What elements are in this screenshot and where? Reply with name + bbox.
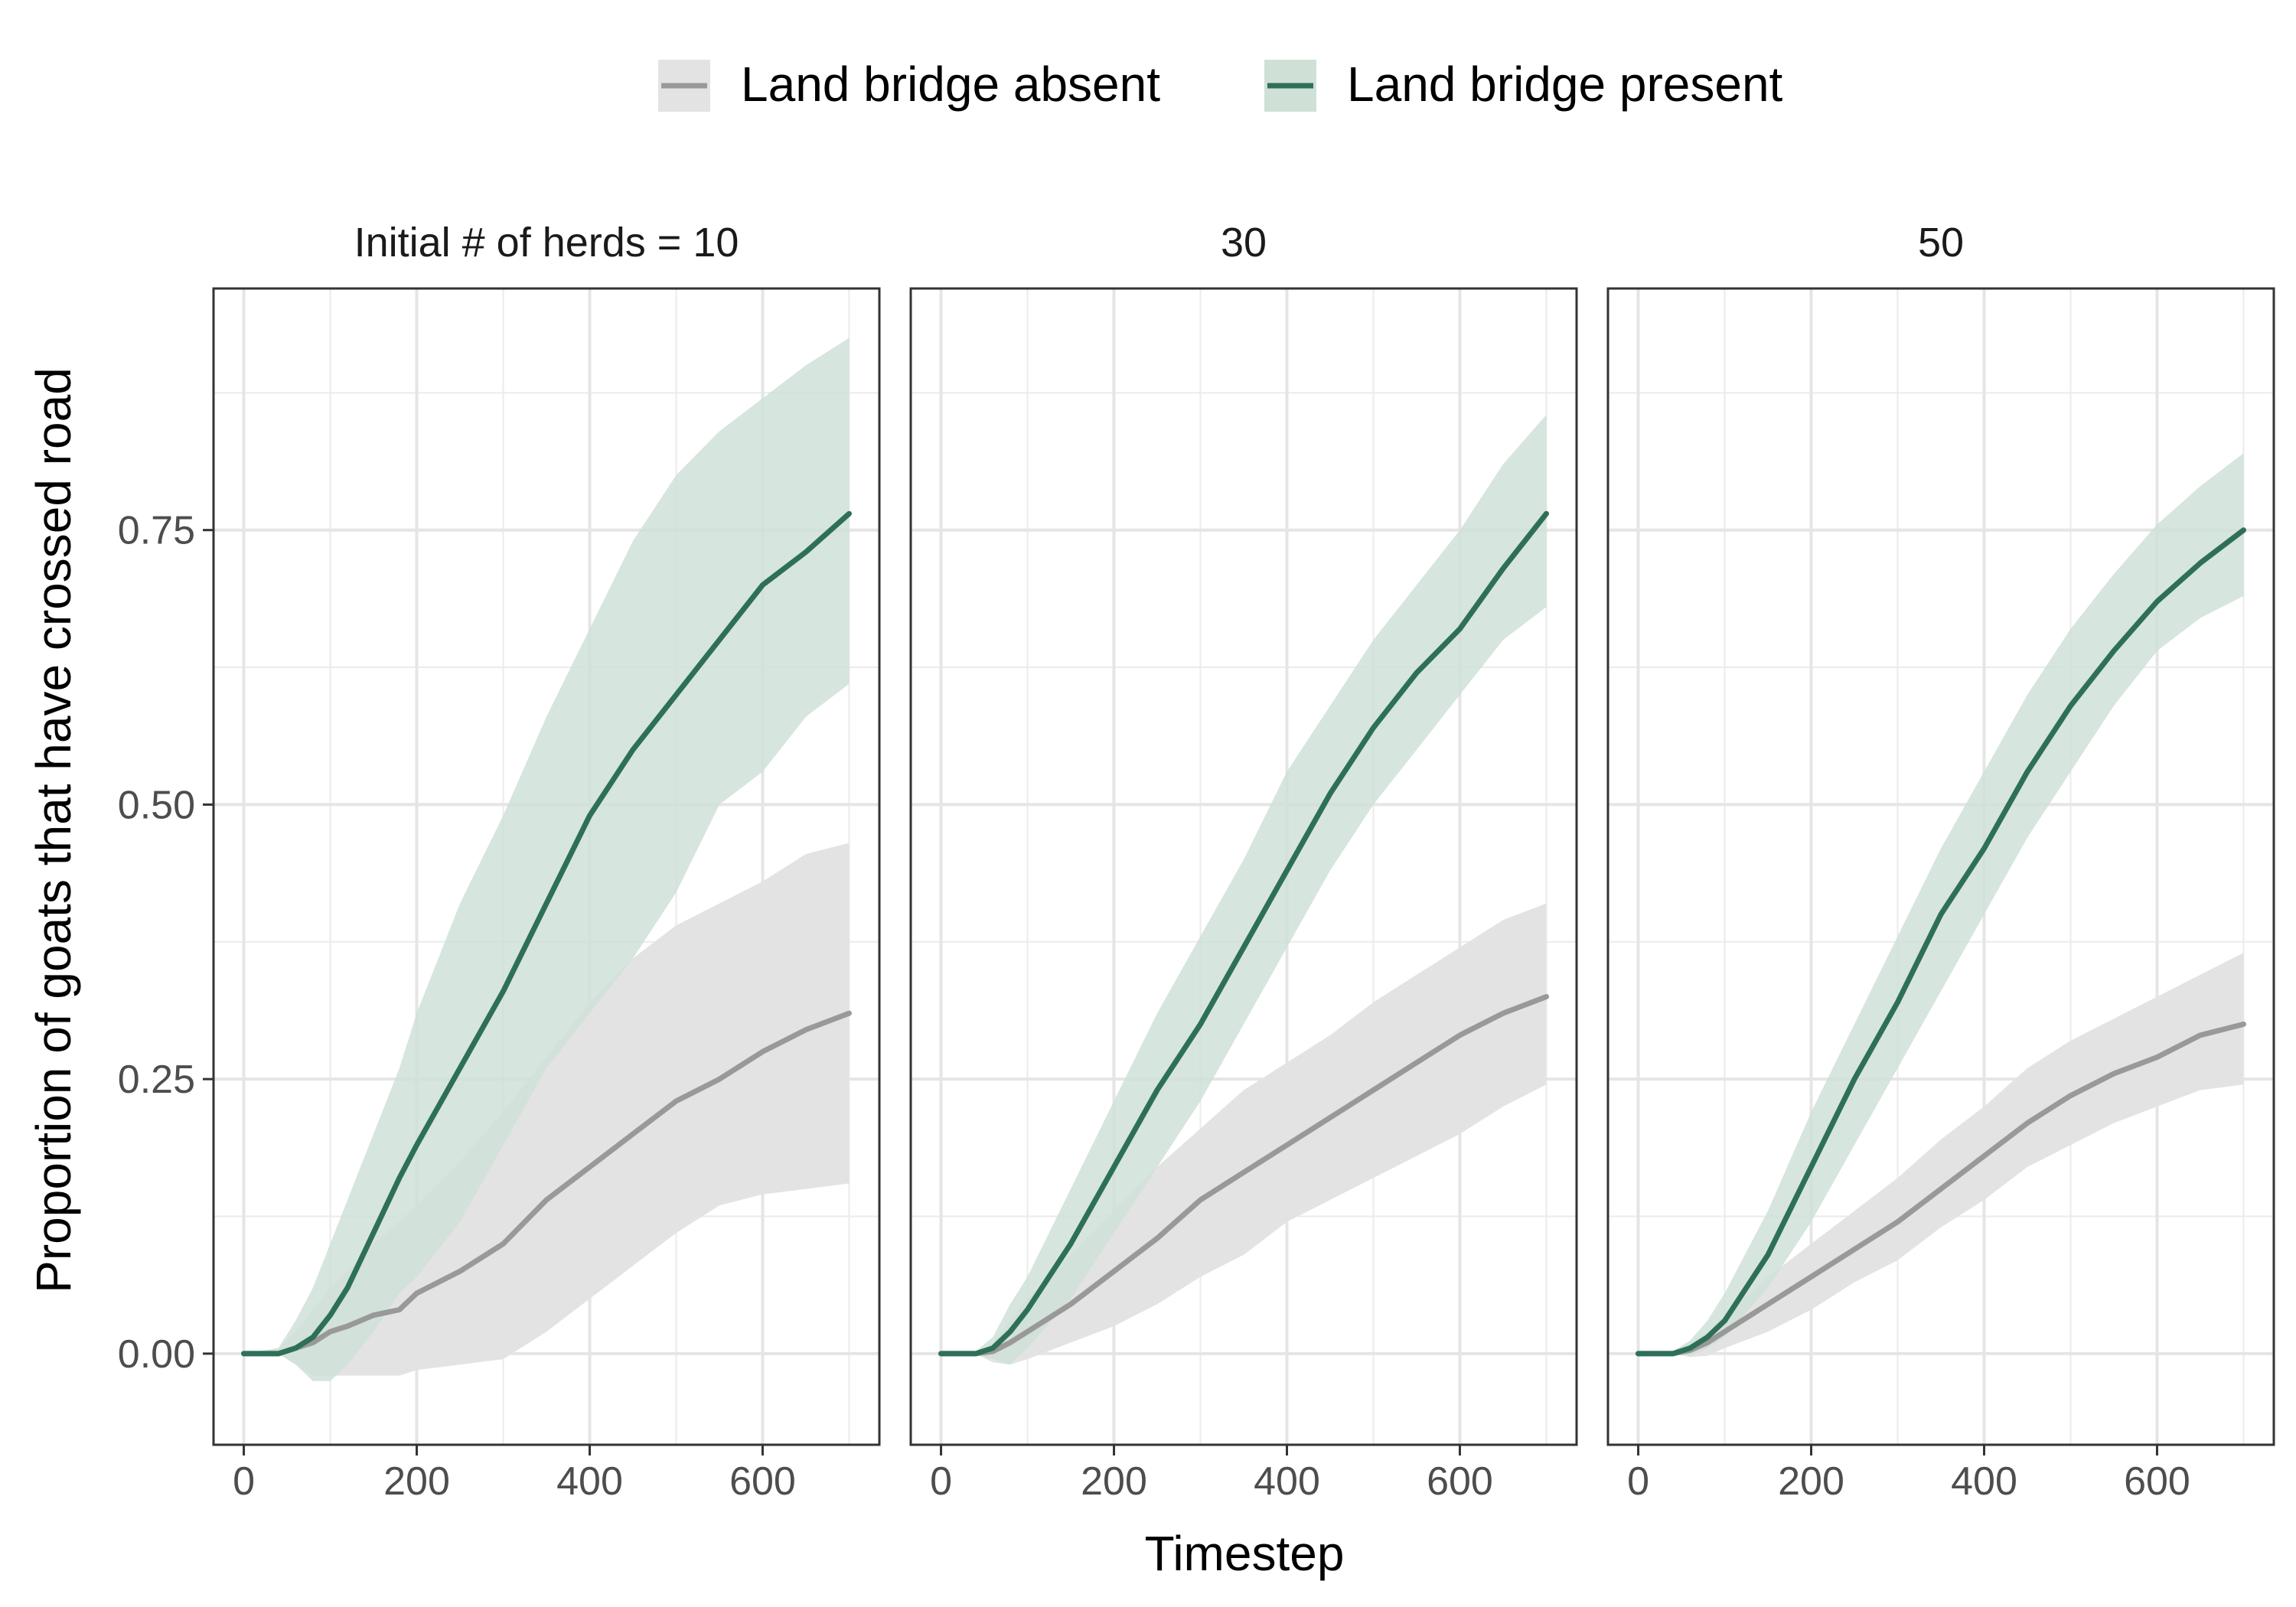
x-axis-label: Timestep — [1145, 1526, 1345, 1581]
y-tick-label: 0.25 — [118, 1058, 195, 1102]
y-tick-label: 0.00 — [118, 1332, 195, 1377]
x-tick-label: 200 — [383, 1459, 450, 1504]
x-tick-label: 400 — [556, 1459, 623, 1504]
panel-title: 30 — [1221, 220, 1267, 266]
legend-label-absent: Land bridge absent — [741, 57, 1160, 112]
legend: Land bridge absent Land bridge present — [658, 57, 1783, 112]
x-tick-label: 600 — [2124, 1459, 2190, 1504]
panels: Initial # of herds = 10 0 200 400 600 0.00 0.2… — [118, 220, 2275, 1504]
panel-3: 50 0 200 400 600 — [1606, 220, 2275, 1504]
y-axis-label: Proportion of goats that have crossed ro… — [26, 367, 81, 1293]
x-tick-label: 0 — [233, 1459, 255, 1504]
series-line-absent — [938, 994, 1549, 1357]
ribbon-present — [243, 337, 850, 1381]
legend-label-present: Land bridge present — [1347, 57, 1783, 112]
x-tick-label: 0 — [1627, 1459, 1649, 1504]
panel-2: 30 0 200 400 600 — [909, 220, 1578, 1504]
legend-item-absent: Land bridge absent — [658, 57, 1160, 112]
series-line-absent — [241, 1010, 852, 1357]
x-tick-label: 600 — [729, 1459, 796, 1504]
ribbon-present — [941, 415, 1547, 1365]
y-tick-label: 0.75 — [118, 509, 195, 553]
panel-title: 50 — [1918, 220, 1964, 266]
panel-border — [1606, 287, 2275, 1446]
series-line-present — [938, 510, 1549, 1357]
ribbon-absent — [1638, 953, 2244, 1358]
panel-border — [212, 287, 881, 1446]
series-line-absent — [1636, 1021, 2246, 1357]
series-line-present — [241, 510, 852, 1357]
panel-1: Initial # of herds = 10 0 200 400 600 0.00 0.2… — [118, 220, 881, 1504]
x-tick-label: 400 — [1951, 1459, 2017, 1504]
y-tick-label: 0.50 — [118, 783, 195, 827]
legend-item-present: Land bridge present — [1264, 57, 1783, 112]
x-tick-label: 600 — [1427, 1459, 1493, 1504]
x-tick-label: 400 — [1254, 1459, 1320, 1504]
x-tick-label: 200 — [1778, 1459, 1844, 1504]
series-line-present — [1636, 527, 2246, 1357]
x-tick-label: 200 — [1081, 1459, 1147, 1504]
panel-title: Initial # of herds = 10 — [354, 220, 739, 266]
panel-border — [909, 287, 1578, 1446]
x-tick-label: 0 — [930, 1459, 952, 1504]
